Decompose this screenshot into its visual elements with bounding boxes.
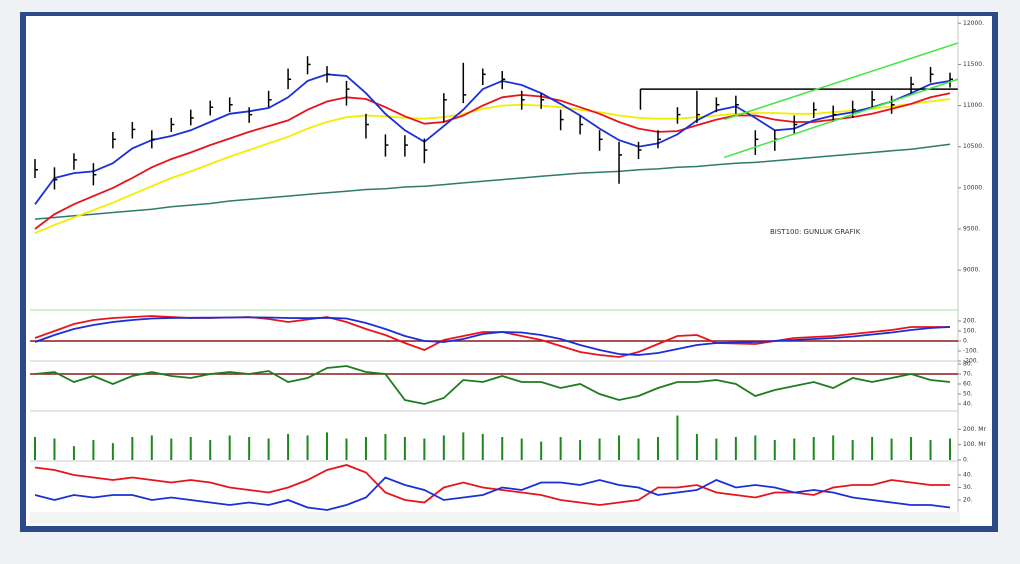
volume-bar (170, 438, 173, 460)
volume-bar (384, 433, 387, 460)
line-series (34, 98, 951, 234)
volume-bar (754, 435, 757, 460)
volume-bar (910, 436, 913, 460)
volume-bar (812, 436, 815, 460)
line-series (34, 143, 951, 220)
volume-bar (851, 440, 854, 460)
y-tick-label: 0. (963, 338, 969, 345)
line-series (34, 316, 951, 356)
line-series (34, 92, 951, 230)
volume-bar (228, 435, 231, 460)
volume-bar (793, 438, 796, 460)
volume-bar (949, 438, 951, 460)
volume-bar (72, 446, 75, 460)
y-tick-label: 40. (963, 401, 973, 408)
chart-background (26, 16, 992, 526)
y-tick-label: 11000. (963, 102, 984, 109)
y-tick-label: 11500. (963, 61, 984, 68)
volume-bar (676, 415, 679, 460)
date-axis (30, 512, 960, 524)
volume-bar (442, 435, 445, 460)
volume-bar (481, 433, 484, 460)
y-tick-label: 0. (963, 457, 969, 464)
volume-bar (403, 436, 406, 460)
y-tick-label: -100. (963, 348, 979, 355)
volume-bar (579, 440, 582, 460)
volume-bar (423, 438, 426, 460)
volume-bar (715, 438, 718, 460)
y-tick-label: 10500. (963, 143, 984, 150)
y-tick-label: 40. (963, 472, 973, 479)
volume-bar (832, 435, 835, 460)
volume-bar (559, 436, 562, 460)
volume-bar (734, 436, 737, 460)
volume-bar (890, 438, 893, 460)
volume-bar (871, 436, 874, 460)
volume-bar (695, 433, 698, 460)
volume-bar (248, 436, 251, 460)
volume-bar (364, 436, 367, 460)
volume-bar (520, 438, 523, 460)
y-tick-label: 60. (963, 381, 973, 388)
y-tick-label: 30. (963, 484, 973, 491)
volume-bar (150, 435, 153, 460)
trendline (723, 78, 959, 159)
volume-bar (267, 438, 270, 460)
y-tick-label: 12000. (963, 20, 984, 27)
y-tick-label: 100. Mr (963, 441, 986, 448)
volume-bar (462, 432, 465, 460)
y-tick-label: 70. (963, 371, 973, 378)
volume-bar (501, 436, 504, 460)
volume-bar (618, 435, 621, 460)
chart-annotation: BIST100: GUNLUK GRAFIK (770, 228, 861, 236)
volume-bar (598, 438, 601, 460)
volume-bar (773, 440, 776, 460)
trendline (723, 42, 959, 121)
volume-bar (540, 441, 543, 460)
volume-bar (209, 440, 212, 460)
volume-bar (326, 432, 329, 460)
y-tick-label: 50. (963, 391, 973, 398)
volume-bar (637, 438, 640, 460)
volume-bar (92, 440, 95, 460)
volume-bar (287, 433, 290, 460)
y-tick-label: 200. (963, 318, 976, 325)
line-series (34, 73, 951, 205)
volume-bar (656, 436, 659, 460)
y-tick-label: 10000. (963, 184, 984, 191)
volume-bar (111, 443, 114, 460)
volume-bar (131, 436, 134, 460)
y-tick-label: -200. (963, 358, 979, 365)
volume-bar (306, 435, 309, 460)
volume-bar (34, 436, 36, 460)
volume-bar (189, 436, 192, 460)
y-tick-label: 9500. (963, 226, 980, 233)
y-tick-label: 100. (963, 328, 976, 335)
volume-bar (53, 438, 56, 460)
y-tick-label: 200. Mr (963, 426, 986, 433)
line-series (34, 476, 951, 511)
line-series (34, 365, 951, 405)
volume-bar (929, 440, 932, 460)
volume-bar (345, 438, 348, 460)
y-tick-label: 20. (963, 497, 973, 504)
y-tick-label: 9000. (963, 267, 980, 274)
y-tick-label: 80. (963, 361, 973, 368)
